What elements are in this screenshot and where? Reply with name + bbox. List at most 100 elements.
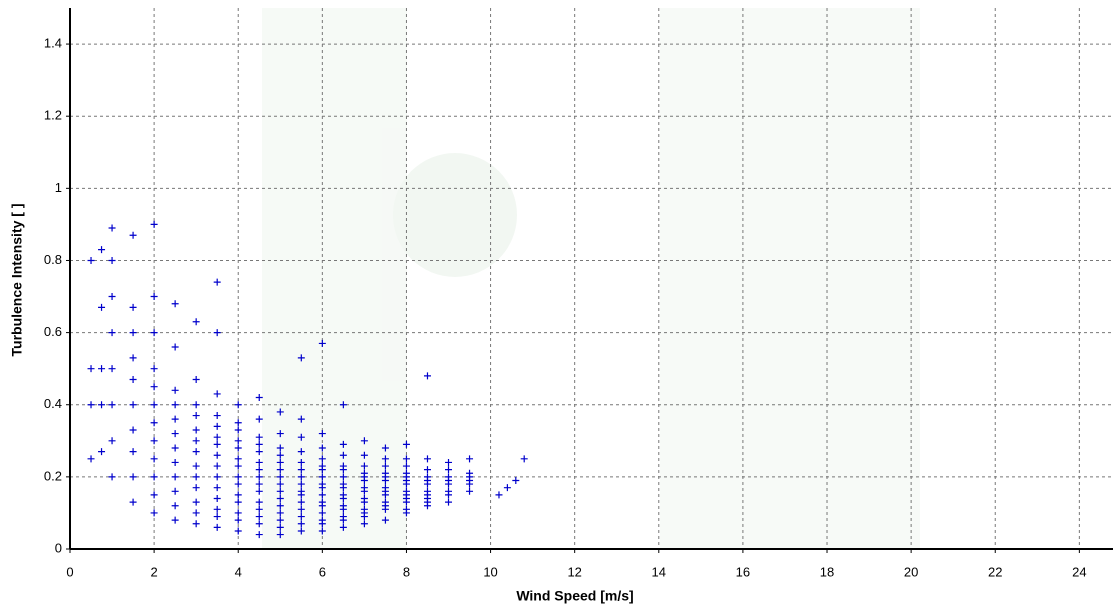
data-point [192, 412, 200, 420]
data-point [466, 487, 474, 495]
data-point [276, 509, 284, 517]
data-point [213, 462, 221, 470]
data-point [98, 401, 106, 409]
data-point [318, 473, 326, 481]
data-point [129, 473, 137, 481]
data-point [213, 390, 221, 398]
data-point [108, 329, 116, 337]
x-tick-label: 0 [66, 564, 73, 579]
data-point [381, 455, 389, 463]
x-tick-label: 10 [483, 564, 497, 579]
data-point [423, 455, 431, 463]
data-point [360, 451, 368, 459]
data-point [150, 509, 158, 517]
data-point [255, 473, 263, 481]
data-point [255, 415, 263, 423]
data-point [297, 527, 305, 535]
watermark-shape [393, 153, 517, 277]
data-point [171, 386, 179, 394]
data-point [98, 246, 106, 254]
data-point [255, 487, 263, 495]
data-point [129, 498, 137, 506]
data-point [276, 531, 284, 539]
data-point [339, 440, 347, 448]
data-point [318, 491, 326, 499]
data-point [129, 303, 137, 311]
data-point [108, 437, 116, 445]
data-point [213, 451, 221, 459]
data-point [318, 430, 326, 438]
data-point [297, 487, 305, 495]
data-point [495, 491, 503, 499]
data-point [402, 505, 410, 513]
data-point [339, 502, 347, 510]
data-point [171, 458, 179, 466]
data-point [297, 448, 305, 456]
data-point [360, 437, 368, 445]
data-point [297, 415, 305, 423]
data-point [129, 426, 137, 434]
data-point [339, 480, 347, 488]
data-point [171, 502, 179, 510]
data-point [150, 473, 158, 481]
data-point [318, 462, 326, 470]
data-point [297, 466, 305, 474]
data-point [171, 415, 179, 423]
data-point [466, 455, 474, 463]
data-point [402, 440, 410, 448]
data-point [129, 448, 137, 456]
data-point [129, 354, 137, 362]
data-point [276, 523, 284, 531]
data-point [512, 476, 520, 484]
data-point [276, 430, 284, 438]
y-tick-label: 0.2 [44, 468, 62, 483]
data-point [276, 473, 284, 481]
x-axis-title: Wind Speed [m/s] [516, 588, 633, 604]
data-point [381, 444, 389, 452]
data-point [129, 401, 137, 409]
data-point [213, 329, 221, 337]
data-point [255, 520, 263, 528]
y-tick-label: 0.4 [44, 396, 62, 411]
data-point [276, 444, 284, 452]
data-point [150, 401, 158, 409]
data-point [171, 487, 179, 495]
data-point [339, 451, 347, 459]
data-point [192, 509, 200, 517]
data-point [213, 505, 221, 513]
data-point [171, 473, 179, 481]
data-point [276, 480, 284, 488]
data-point [192, 473, 200, 481]
data-point [445, 473, 453, 481]
data-point [360, 484, 368, 492]
data-point [129, 375, 137, 383]
data-point [213, 412, 221, 420]
y-tick-label: 0 [55, 540, 62, 555]
data-point [87, 256, 95, 264]
data-point [318, 509, 326, 517]
data-point [192, 484, 200, 492]
data-point [339, 462, 347, 470]
x-tick-label: 4 [235, 564, 242, 579]
data-point [192, 375, 200, 383]
x-tick-label: 22 [988, 564, 1002, 579]
data-point [255, 448, 263, 456]
data-point [318, 480, 326, 488]
data-point [276, 466, 284, 474]
data-point [234, 527, 242, 535]
data-point [255, 433, 263, 441]
data-point [234, 498, 242, 506]
data-point [318, 339, 326, 347]
data-point [423, 466, 431, 474]
data-point [381, 498, 389, 506]
data-point [381, 484, 389, 492]
data-point [150, 329, 158, 337]
data-point [445, 487, 453, 495]
data-point [360, 505, 368, 513]
x-tick-label: 2 [150, 564, 157, 579]
data-point [192, 401, 200, 409]
data-point [255, 505, 263, 513]
data-point [108, 256, 116, 264]
data-point [297, 473, 305, 481]
